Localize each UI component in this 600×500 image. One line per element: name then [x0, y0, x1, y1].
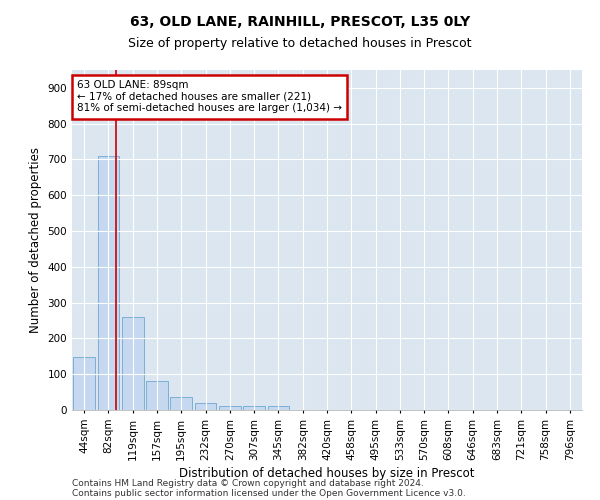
Bar: [194, 403, 217, 410]
Bar: [97, 156, 119, 410]
Y-axis label: Number of detached properties: Number of detached properties: [29, 147, 42, 333]
Bar: [268, 406, 289, 410]
Text: Contains HM Land Registry data © Crown copyright and database right 2024.: Contains HM Land Registry data © Crown c…: [72, 478, 424, 488]
Bar: [243, 406, 265, 410]
Text: 63, OLD LANE, RAINHILL, PRESCOT, L35 0LY: 63, OLD LANE, RAINHILL, PRESCOT, L35 0LY: [130, 15, 470, 29]
X-axis label: Distribution of detached houses by size in Prescot: Distribution of detached houses by size …: [179, 466, 475, 479]
Bar: [73, 357, 95, 410]
Bar: [146, 380, 168, 410]
Text: Contains public sector information licensed under the Open Government Licence v3: Contains public sector information licen…: [72, 488, 466, 498]
Text: 63 OLD LANE: 89sqm
← 17% of detached houses are smaller (221)
81% of semi-detach: 63 OLD LANE: 89sqm ← 17% of detached hou…: [77, 80, 342, 114]
Bar: [219, 406, 241, 410]
Bar: [170, 397, 192, 410]
Text: Size of property relative to detached houses in Prescot: Size of property relative to detached ho…: [128, 38, 472, 51]
Bar: [122, 317, 143, 410]
